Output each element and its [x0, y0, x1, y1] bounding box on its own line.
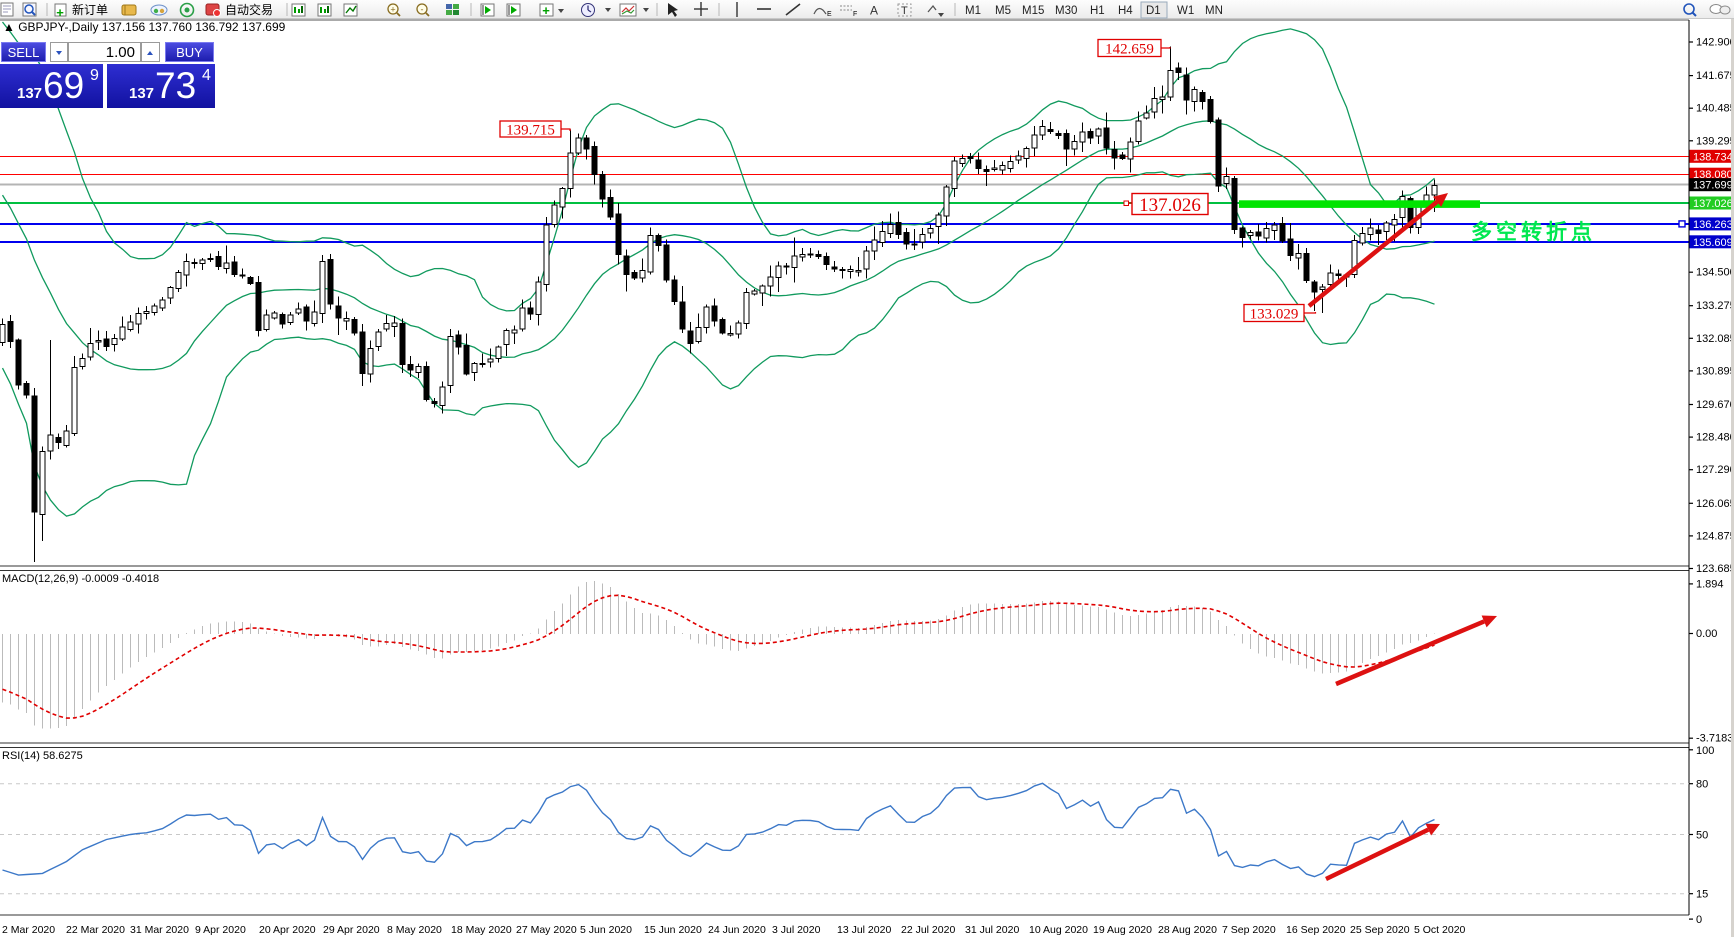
svg-text:137.026: 137.026: [1139, 195, 1201, 216]
svg-text:136.263: 136.263: [1693, 219, 1733, 231]
svg-text:128.480: 128.480: [1696, 432, 1734, 444]
svg-text:5 Jun 2020: 5 Jun 2020: [580, 924, 632, 936]
svg-text:M30: M30: [1055, 5, 1077, 17]
svg-text:T: T: [901, 5, 908, 17]
svg-text:137.699: 137.699: [1693, 180, 1733, 192]
svg-text:E: E: [827, 11, 832, 18]
svg-text:5 Oct 2020: 5 Oct 2020: [1414, 924, 1466, 936]
svg-text:7 Sep 2020: 7 Sep 2020: [1222, 924, 1276, 936]
svg-text:H1: H1: [1090, 5, 1105, 17]
svg-text:8 May 2020: 8 May 2020: [387, 924, 442, 936]
svg-text:A: A: [870, 4, 878, 18]
svg-text:15 Jun 2020: 15 Jun 2020: [644, 924, 702, 936]
svg-text:D1: D1: [1146, 5, 1161, 17]
svg-text:多空转折点: 多空转折点: [1471, 220, 1596, 244]
svg-text:27 May 2020: 27 May 2020: [516, 924, 577, 936]
svg-text:13 Jul 2020: 13 Jul 2020: [837, 924, 891, 936]
svg-text:138.734: 138.734: [1693, 151, 1733, 163]
svg-text:-: -: [421, 5, 424, 15]
svg-text:MN: MN: [1205, 5, 1223, 17]
svg-text:3 Jul 2020: 3 Jul 2020: [772, 924, 821, 936]
svg-text:1.894: 1.894: [1696, 578, 1724, 590]
svg-text:132.085: 132.085: [1696, 333, 1734, 345]
svg-text:24 Jun 2020: 24 Jun 2020: [708, 924, 766, 936]
svg-text:130.895: 130.895: [1696, 365, 1734, 377]
svg-text:+: +: [56, 5, 64, 19]
svg-text:0.00: 0.00: [1696, 628, 1717, 640]
svg-text:MACD(12,26,9) -0.0009 -0.4018: MACD(12,26,9) -0.0009 -0.4018: [2, 573, 159, 585]
svg-text:+: +: [542, 3, 550, 18]
svg-text:80: 80: [1696, 779, 1708, 791]
svg-text:140.485: 140.485: [1696, 103, 1734, 115]
svg-text:+: +: [390, 5, 395, 15]
svg-text:16 Sep 2020: 16 Sep 2020: [1286, 924, 1346, 936]
svg-text:10 Aug 2020: 10 Aug 2020: [1029, 924, 1088, 936]
svg-text:18 May 2020: 18 May 2020: [451, 924, 512, 936]
svg-text:133.029: 133.029: [1250, 306, 1299, 322]
svg-text:W1: W1: [1177, 5, 1194, 17]
svg-text:129.670: 129.670: [1696, 399, 1734, 411]
svg-text:142.659: 142.659: [1105, 41, 1154, 57]
svg-text:133.275: 133.275: [1696, 300, 1734, 312]
svg-text:139.295: 139.295: [1696, 135, 1734, 147]
svg-text:新订单: 新订单: [72, 2, 108, 17]
svg-text:28 Aug 2020: 28 Aug 2020: [1158, 924, 1217, 936]
svg-text:123.685: 123.685: [1696, 563, 1734, 575]
svg-text:29 Apr 2020: 29 Apr 2020: [323, 924, 380, 936]
svg-text:25 Sep 2020: 25 Sep 2020: [1350, 924, 1410, 936]
svg-text:127.290: 127.290: [1696, 464, 1734, 476]
svg-text:142.900: 142.900: [1696, 37, 1734, 49]
svg-text:F: F: [853, 11, 857, 18]
svg-text:124.875: 124.875: [1696, 530, 1734, 542]
svg-text:139.715: 139.715: [506, 122, 555, 138]
svg-text:0: 0: [1696, 914, 1702, 926]
svg-text:141.675: 141.675: [1696, 70, 1734, 82]
svg-text:H4: H4: [1118, 5, 1133, 17]
svg-text:135.609: 135.609: [1693, 237, 1733, 249]
svg-text:9 Apr 2020: 9 Apr 2020: [195, 924, 246, 936]
svg-text:50: 50: [1696, 830, 1708, 842]
svg-text:自动交易: 自动交易: [225, 2, 273, 17]
svg-text:M5: M5: [995, 5, 1011, 17]
svg-text:20 Apr 2020: 20 Apr 2020: [259, 924, 316, 936]
svg-text:31 Mar 2020: 31 Mar 2020: [130, 924, 189, 936]
svg-text:31 Jul 2020: 31 Jul 2020: [965, 924, 1019, 936]
svg-text:137.026: 137.026: [1693, 198, 1733, 210]
svg-text:2 Mar 2020: 2 Mar 2020: [2, 924, 55, 936]
svg-text:126.065: 126.065: [1696, 498, 1734, 510]
svg-text:-3.7183: -3.7183: [1696, 733, 1733, 745]
svg-text:19 Aug 2020: 19 Aug 2020: [1093, 924, 1152, 936]
svg-text:22 Jul 2020: 22 Jul 2020: [901, 924, 955, 936]
svg-text:15: 15: [1696, 889, 1708, 901]
svg-text:▲ GBPJPY-,Daily 137.156 137.7: ▲ GBPJPY-,Daily 137.156 137.760 136.792 …: [3, 20, 286, 34]
svg-text:RSI(14) 58.6275: RSI(14) 58.6275: [2, 750, 83, 762]
svg-text:M15: M15: [1022, 5, 1044, 17]
svg-text:22 Mar 2020: 22 Mar 2020: [66, 924, 125, 936]
svg-text:M1: M1: [965, 5, 981, 17]
svg-text:134.500: 134.500: [1696, 267, 1734, 279]
svg-text:100: 100: [1696, 745, 1714, 757]
